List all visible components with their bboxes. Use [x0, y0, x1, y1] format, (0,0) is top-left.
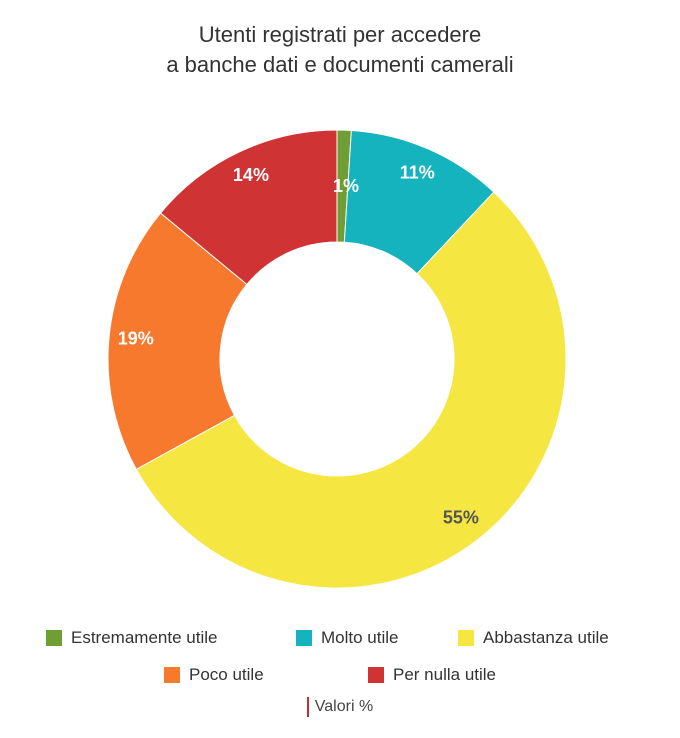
chart-title-line-2: a banche dati e documenti camerali	[166, 52, 514, 77]
legend-item-molto-utile[interactable]: Molto utile	[296, 628, 398, 648]
units-note-text: Valori %	[314, 698, 374, 715]
legend-swatch-poco-utile	[164, 667, 180, 683]
units-note: Valori %	[0, 697, 680, 717]
data-label-per-nulla-utile: 14%	[233, 165, 269, 185]
data-label-estremamente-utile: 1%	[333, 176, 359, 196]
chart-title: Utenti registrati per accedere a banche …	[0, 20, 680, 80]
legend-item-per-nulla-utile[interactable]: Per nulla utile	[368, 665, 496, 685]
legend-item-poco-utile[interactable]: Poco utile	[164, 665, 264, 685]
legend-label-abbastanza-utile: Abbastanza utile	[483, 628, 609, 647]
chart-title-line-1: Utenti registrati per accedere	[198, 22, 482, 47]
legend-swatch-estremamente-utile	[46, 630, 62, 646]
legend-item-estremamente-utile[interactable]: Estremamente utile	[46, 628, 217, 648]
data-label-poco-utile: 19%	[118, 329, 154, 349]
slice-poco-utile[interactable]	[107, 212, 248, 471]
legend-swatch-abbastanza-utile	[458, 630, 474, 646]
legend-label-poco-utile: Poco utile	[189, 665, 264, 684]
legend-swatch-molto-utile	[296, 630, 312, 646]
legend-label-per-nulla-utile: Per nulla utile	[393, 665, 497, 684]
legend-item-abbastanza-utile[interactable]: Abbastanza utile	[458, 628, 609, 648]
donut-labels: 1% 11% 55% 19% 14%	[118, 162, 479, 527]
units-marker	[306, 697, 309, 717]
legend-label-molto-utile: Molto utile	[321, 628, 399, 647]
donut-chart: 1% 11% 55% 19% 14%	[107, 129, 567, 589]
data-label-molto-utile: 11%	[400, 162, 435, 182]
legend-label-estremamente-utile: Estremamente utile	[71, 628, 218, 647]
donut-slices	[107, 129, 567, 589]
data-label-abbastanza-utile: 55%	[443, 507, 479, 527]
slice-abbastanza-utile[interactable]	[135, 191, 567, 589]
legend-swatch-per-nulla-utile	[368, 667, 384, 683]
slice-per-nulla-utile[interactable]	[159, 129, 338, 286]
